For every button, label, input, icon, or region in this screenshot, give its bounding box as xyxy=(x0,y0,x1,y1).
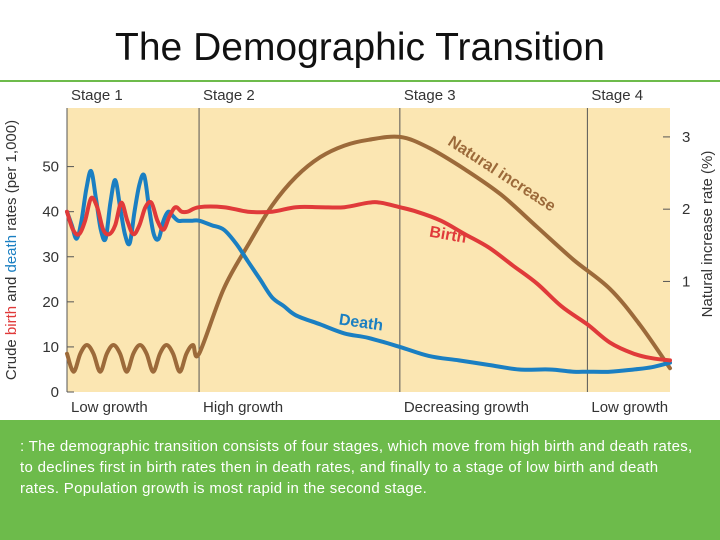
stage-label: Stage 2 xyxy=(203,87,255,104)
left-axis-label-part: Crude xyxy=(3,335,20,380)
left-tick-label: 10 xyxy=(42,339,59,356)
growth-label: High growth xyxy=(203,399,283,416)
stage-label: Stage 1 xyxy=(71,87,123,104)
demographic-chart: 0 10 20 30 40 50 1 2 3 Stage 1 Low growth Stage 2… xyxy=(3,87,716,416)
caption-text: : The demographic transition consists of… xyxy=(20,436,700,499)
growth-label: Decreasing growth xyxy=(404,399,529,416)
chart-area: 0 10 20 30 40 50 1 2 3 Stage 1 Low growth Stage 2… xyxy=(0,82,720,420)
page-title: The Demographic Transition xyxy=(115,26,605,69)
left-tick-label: 40 xyxy=(42,204,59,221)
natural-increase-line xyxy=(65,134,672,374)
left-tick-label: 20 xyxy=(42,294,59,311)
left-axis-label: Crude birth and death rates (per 1,000) xyxy=(3,120,20,380)
right-tick-label: 1 xyxy=(682,273,690,290)
left-tick-label: 50 xyxy=(42,159,59,176)
left-axis-label-part: death xyxy=(3,235,20,273)
left-tick-label: 0 xyxy=(51,384,59,401)
birth-rate-line xyxy=(65,195,672,363)
right-tick-label: 2 xyxy=(682,201,690,218)
right-tick-label: 3 xyxy=(682,129,690,146)
stage-label: Stage 4 xyxy=(591,87,643,104)
birth-annotation: Birth xyxy=(428,224,468,247)
left-axis-label-part: rates (per 1,000) xyxy=(3,120,20,235)
left-axis-label-part: and xyxy=(3,273,20,306)
plot-background xyxy=(67,108,670,392)
growth-label: Low growth xyxy=(71,399,148,416)
stage-label: Stage 3 xyxy=(404,87,456,104)
growth-label: Low growth xyxy=(591,399,668,416)
right-axis-label: Natural increase rate (%) xyxy=(699,151,716,318)
left-tick-label: 30 xyxy=(42,249,59,266)
death-annotation: Death xyxy=(338,312,384,335)
death-rate-line xyxy=(65,169,672,374)
caption-body: : The demographic transition consists of… xyxy=(20,438,693,497)
left-axis-label-part: birth xyxy=(3,306,20,335)
